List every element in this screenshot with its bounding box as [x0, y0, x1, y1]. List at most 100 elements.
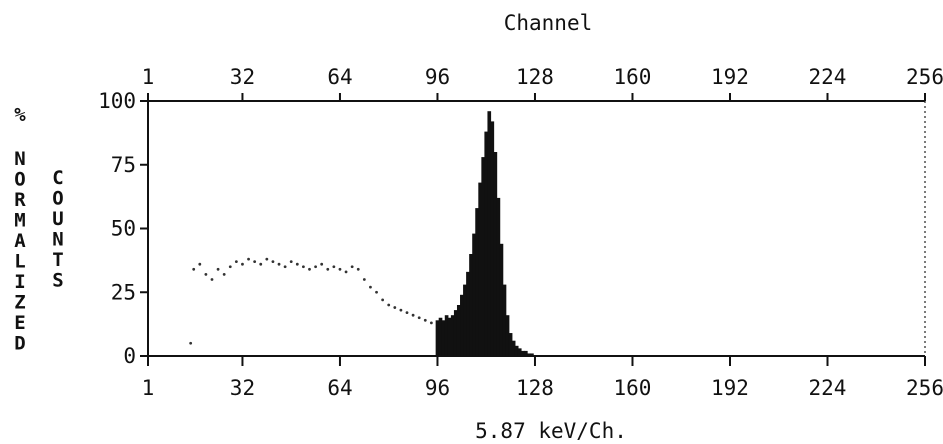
top-axis-ticks: 1 32 64 96 128 160 192 224 256	[142, 65, 943, 101]
bottom-tick-label: 64	[327, 376, 352, 400]
top-tick-label: 160	[614, 65, 652, 89]
data-bar	[527, 353, 531, 356]
data-bar	[511, 340, 516, 356]
data-bar	[508, 333, 513, 356]
bottom-tick-label: 1	[142, 376, 155, 400]
data-bar	[524, 350, 528, 356]
top-tick-label: 256	[906, 65, 943, 89]
top-tick-label: 64	[327, 65, 352, 89]
top-tick-label: 96	[425, 65, 450, 89]
series-dots	[189, 257, 433, 345]
y-tick-label: 100	[98, 89, 136, 113]
y-axis-percent-label: %	[14, 104, 26, 126]
data-point	[308, 267, 311, 271]
vertical-letter: N	[14, 148, 25, 170]
x-axis-label: 5.87 keV/Ch.	[475, 419, 627, 443]
top-tick-label: 192	[711, 65, 749, 89]
data-point	[423, 318, 427, 322]
data-point	[314, 265, 317, 269]
data-point	[234, 260, 238, 264]
top-tick-label: 32	[230, 65, 255, 89]
data-bar	[466, 271, 470, 356]
data-point	[228, 265, 232, 269]
vertical-letter: U	[52, 208, 63, 230]
data-point	[332, 265, 336, 269]
data-point	[338, 267, 342, 271]
y-axis-ticks: 100 75 50 25 0	[98, 89, 148, 368]
chart-title: Channel	[504, 11, 593, 35]
data-point	[405, 311, 409, 315]
bottom-axis-ticks: 1 32 64 96 128 160 192 224 256	[142, 356, 943, 400]
data-point	[204, 273, 208, 276]
data-point	[393, 306, 397, 309]
data-point	[387, 303, 391, 307]
data-bar	[444, 315, 449, 356]
data-point	[326, 267, 330, 271]
plot-frame	[147, 100, 926, 357]
data-bar	[456, 305, 461, 356]
data-bar	[496, 197, 501, 356]
vertical-letter: O	[14, 169, 25, 191]
data-point	[216, 267, 220, 271]
data-point	[189, 341, 193, 345]
data-bar	[450, 315, 455, 356]
data-point	[253, 260, 257, 264]
data-point	[350, 265, 354, 269]
data-bar	[514, 345, 519, 356]
vertical-letter: R	[14, 189, 26, 211]
data-bar	[438, 317, 443, 356]
vertical-letter: M	[14, 210, 25, 232]
data-bar	[490, 121, 495, 357]
data-bar	[478, 182, 482, 356]
bottom-tick-label: 160	[614, 376, 652, 400]
data-bar	[453, 310, 458, 356]
data-point	[369, 285, 372, 289]
y-tick-label: 75	[111, 153, 136, 177]
vertical-letter: E	[14, 312, 25, 334]
data-point	[399, 308, 403, 312]
data-point	[259, 262, 263, 266]
vertical-letter: O	[52, 188, 63, 210]
data-point	[277, 262, 281, 266]
data-point	[356, 267, 360, 271]
data-point	[295, 262, 299, 266]
data-point	[198, 262, 202, 266]
data-bar	[484, 131, 489, 356]
bottom-tick-label: 32	[230, 376, 255, 400]
data-bar	[530, 353, 534, 356]
data-point	[381, 298, 385, 302]
data-point	[375, 290, 378, 294]
data-point	[417, 316, 421, 320]
data-bar	[487, 111, 492, 356]
data-point	[302, 265, 305, 269]
data-bar	[435, 320, 440, 356]
data-bar	[469, 254, 473, 356]
vertical-letter: C	[52, 167, 63, 189]
data-bar	[447, 317, 452, 356]
top-tick-label: 128	[516, 65, 554, 89]
vertical-letter: I	[14, 271, 25, 293]
data-bar	[499, 243, 504, 356]
top-tick-label: 224	[809, 65, 847, 89]
data-point	[362, 278, 366, 281]
vertical-letter: S	[52, 270, 63, 292]
vertical-letter: Z	[14, 292, 25, 314]
data-point	[241, 262, 244, 266]
data-bar	[505, 315, 510, 356]
top-tick-label: 1	[142, 65, 155, 89]
data-bar	[517, 348, 522, 356]
data-bar	[472, 233, 476, 356]
data-bar	[493, 152, 498, 356]
vertical-letter: D	[14, 333, 25, 355]
bottom-tick-label: 96	[425, 376, 450, 400]
vertical-letter: L	[14, 251, 25, 273]
data-bar	[520, 350, 525, 356]
bottom-tick-label: 224	[809, 376, 847, 400]
data-bar	[463, 284, 467, 356]
y-tick-label: 50	[111, 217, 136, 241]
data-bar	[481, 157, 485, 356]
series-bars	[435, 111, 534, 357]
data-bar	[460, 294, 464, 356]
